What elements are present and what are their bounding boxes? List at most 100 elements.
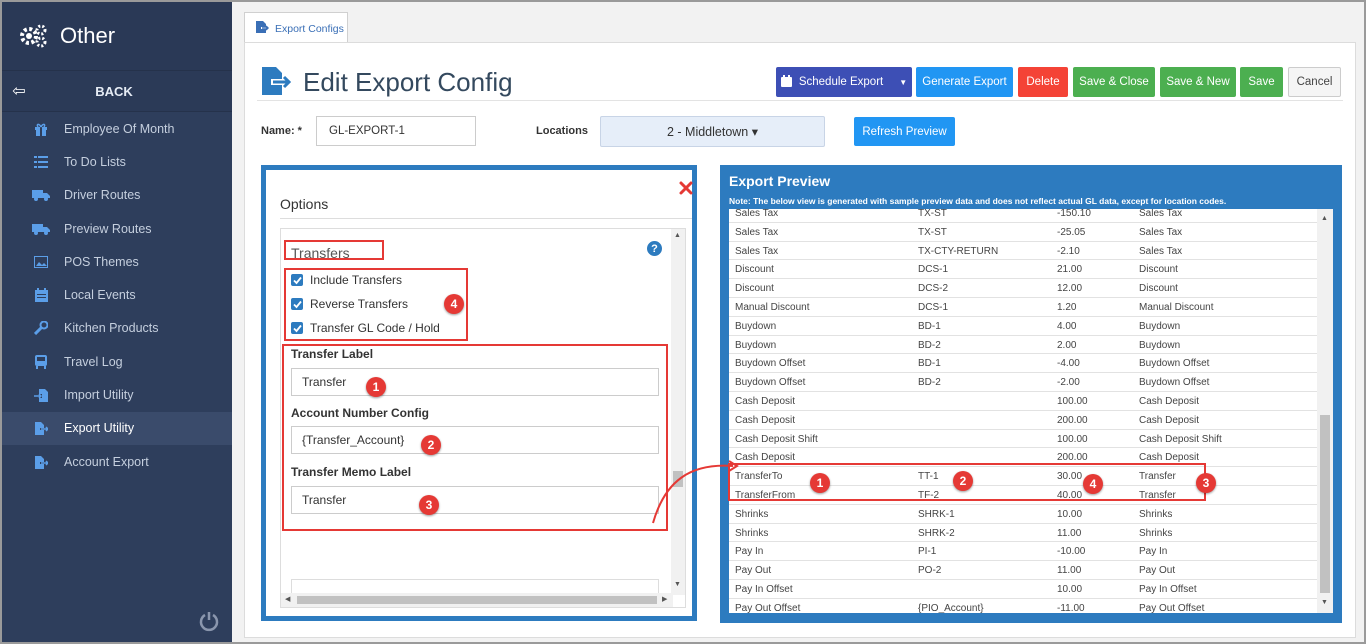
table-cell: Cash Deposit xyxy=(735,396,796,407)
table-row: Cash Deposit 200.00 Cash Deposit xyxy=(729,411,1317,430)
save-close-button[interactable]: Save & Close xyxy=(1073,67,1155,97)
account-number-config-input[interactable]: {Transfer_Account} xyxy=(291,426,659,454)
table-row: Buydown BD-1 4.00 Buydown xyxy=(729,317,1317,336)
title-row: Edit Export Config Schedule Export ▼ Gen… xyxy=(245,53,1355,101)
table-cell: 11.00 xyxy=(1057,565,1082,577)
table-cell: Buydown xyxy=(735,339,777,351)
caret-down-icon[interactable]: ▼ xyxy=(899,77,908,87)
help-icon[interactable]: ? xyxy=(647,241,662,256)
export-icon xyxy=(32,420,50,436)
scroll-right-icon[interactable]: ▶ xyxy=(662,596,668,603)
page-title: Edit Export Config xyxy=(303,67,513,97)
sidebar-item-to-do-lists[interactable]: To Do Lists xyxy=(2,145,232,178)
table-cell: TX-ST xyxy=(918,226,947,238)
sidebar-item-label: Preview Routes xyxy=(64,221,152,236)
table-cell: Pay Out Offset xyxy=(1139,602,1205,613)
table-row: Sales Tax TX-ST -25.05 Sales Tax xyxy=(729,223,1317,242)
table-cell: Cash Deposit Shift xyxy=(735,433,818,445)
table-cell: Buydown xyxy=(1139,320,1181,332)
scroll-left-icon[interactable]: ◀ xyxy=(285,596,291,603)
name-input[interactable] xyxy=(316,116,476,146)
checkbox-label: Include Transfers xyxy=(310,273,403,287)
table-cell: 21.00 xyxy=(1057,264,1083,276)
sidebar-item-driver-routes[interactable]: Driver Routes xyxy=(2,179,232,212)
table-row: Cash Deposit Shift 100.00 Cash Deposit Shi… xyxy=(729,430,1317,449)
power-icon[interactable] xyxy=(198,610,220,632)
scroll-down-icon[interactable]: ▼ xyxy=(674,581,681,588)
schedule-export-button[interactable]: Schedule Export ▼ xyxy=(776,67,912,97)
options-divider xyxy=(280,218,692,219)
table-row: Buydown BD-2 2.00 Buydown xyxy=(729,336,1317,355)
annotation-connector xyxy=(652,460,739,524)
table-cell: Buydown xyxy=(735,320,777,332)
generate-export-button[interactable]: Generate Export xyxy=(916,67,1013,97)
table-row: Manual Discount DCS-1 1.20 Manual Discount xyxy=(729,298,1317,317)
cancel-button[interactable]: Cancel xyxy=(1288,67,1341,97)
table-cell: -150.10 xyxy=(1057,209,1091,219)
table-cell: Pay Out xyxy=(735,565,772,577)
table-cell: TX-CTY-RETURN xyxy=(918,245,999,257)
tab-label: Export Configs xyxy=(275,22,344,35)
preview-note: Note: The below view is generated with s… xyxy=(729,196,1226,206)
checkbox-checked-icon xyxy=(291,274,303,286)
locations-dropdown[interactable]: 2 - Middletown ▾ xyxy=(600,116,825,147)
transfer-label-input[interactable]: Transfer xyxy=(291,368,659,396)
table-cell: TX-ST xyxy=(918,209,947,219)
table-cell: Shrinks xyxy=(735,508,769,520)
sidebar-item-account-export[interactable]: Account Export xyxy=(2,445,232,478)
sidebar-item-employee-of-month[interactable]: Employee Of Month xyxy=(2,112,232,145)
table-cell: BD-1 xyxy=(918,358,941,370)
export-preview-panel: Export Preview Note: The below view is g… xyxy=(720,165,1342,623)
sidebar-nav: Employee Of Month To Do Lists Driver Route… xyxy=(2,112,232,478)
horizontal-scrollbar[interactable]: ◀ ▶ xyxy=(281,593,673,607)
account-number-config-title: Account Number Config xyxy=(291,406,429,420)
sidebar-item-pos-themes[interactable]: POS Themes xyxy=(2,245,232,278)
hscroll-thumb[interactable] xyxy=(297,596,657,604)
sidebar-item-import-utility[interactable]: Import Utility xyxy=(2,378,232,411)
delete-button[interactable]: Delete xyxy=(1018,67,1068,97)
reverse-transfers-checkbox[interactable]: Reverse Transfers xyxy=(291,295,408,313)
list-icon xyxy=(32,154,50,170)
transfer-gl-code-checkbox[interactable]: Transfer GL Code / Hold xyxy=(291,319,440,337)
sidebar-item-travel-log[interactable]: Travel Log xyxy=(2,345,232,378)
annotation-badge-3: 3 xyxy=(419,495,439,515)
checkbox-label: Reverse Transfers xyxy=(310,297,409,311)
table-cell: BD-2 xyxy=(918,339,941,351)
preview-scrollbar[interactable]: ▲ ▼ xyxy=(1317,209,1333,613)
table-cell: PI-1 xyxy=(918,546,937,558)
table-cell: Pay In xyxy=(735,546,764,558)
table-cell: 11.00 xyxy=(1057,527,1082,539)
refresh-preview-button[interactable]: Refresh Preview xyxy=(854,117,955,146)
table-cell: -2.10 xyxy=(1057,245,1080,257)
transfer-memo-label-input[interactable]: Transfer xyxy=(291,486,659,514)
table-cell: Pay Out xyxy=(1139,565,1176,577)
table-cell: SHRK-2 xyxy=(918,527,955,539)
back-button[interactable]: ⇦ BACK xyxy=(2,70,232,112)
table-cell: TT-1 xyxy=(918,471,939,483)
table-cell: 200.00 xyxy=(1057,414,1088,426)
save-new-button[interactable]: Save & New xyxy=(1160,67,1236,97)
table-row: Cash Deposit 100.00 Cash Deposit xyxy=(729,392,1317,411)
table-row: Pay Out Offset {PIO_Account} -11.00 Pay Out… xyxy=(729,599,1317,613)
scroll-thumb[interactable] xyxy=(1320,415,1330,593)
table-cell: Sales Tax xyxy=(735,245,779,257)
scroll-up-icon[interactable]: ▲ xyxy=(1321,215,1328,222)
table-cell: Sales Tax xyxy=(1139,226,1183,238)
preview-table: Pay Out Offset {PIO_Account} -11.00 Pay Out… xyxy=(729,209,1333,613)
table-row: TransferTo TT-1 30.00 Transfer xyxy=(729,467,1317,486)
sidebar-item-export-utility[interactable]: Export Utility xyxy=(2,411,232,445)
sidebar-item-local-events[interactable]: Local Events xyxy=(2,278,232,311)
table-row: Sales Tax TX-ST -150.10 Sales Tax xyxy=(729,209,1317,223)
include-transfers-checkbox[interactable]: Include Transfers xyxy=(291,271,402,289)
close-icon[interactable] xyxy=(678,180,694,196)
sidebar-item-preview-routes[interactable]: Preview Routes xyxy=(2,212,232,245)
save-button[interactable]: Save xyxy=(1240,67,1283,97)
table-cell: -11.00 xyxy=(1057,602,1085,613)
scroll-down-icon[interactable]: ▼ xyxy=(1321,599,1328,606)
scroll-up-icon[interactable]: ▲ xyxy=(674,232,681,239)
table-row: Pay Out PO-2 11.00 Pay Out xyxy=(729,561,1317,580)
sidebar-item-kitchen-products[interactable]: Kitchen Products xyxy=(2,312,232,345)
sidebar-item-label: Travel Log xyxy=(64,354,123,369)
wrench-icon xyxy=(32,320,50,336)
tab-export-configs[interactable]: Export Configs xyxy=(244,12,348,44)
